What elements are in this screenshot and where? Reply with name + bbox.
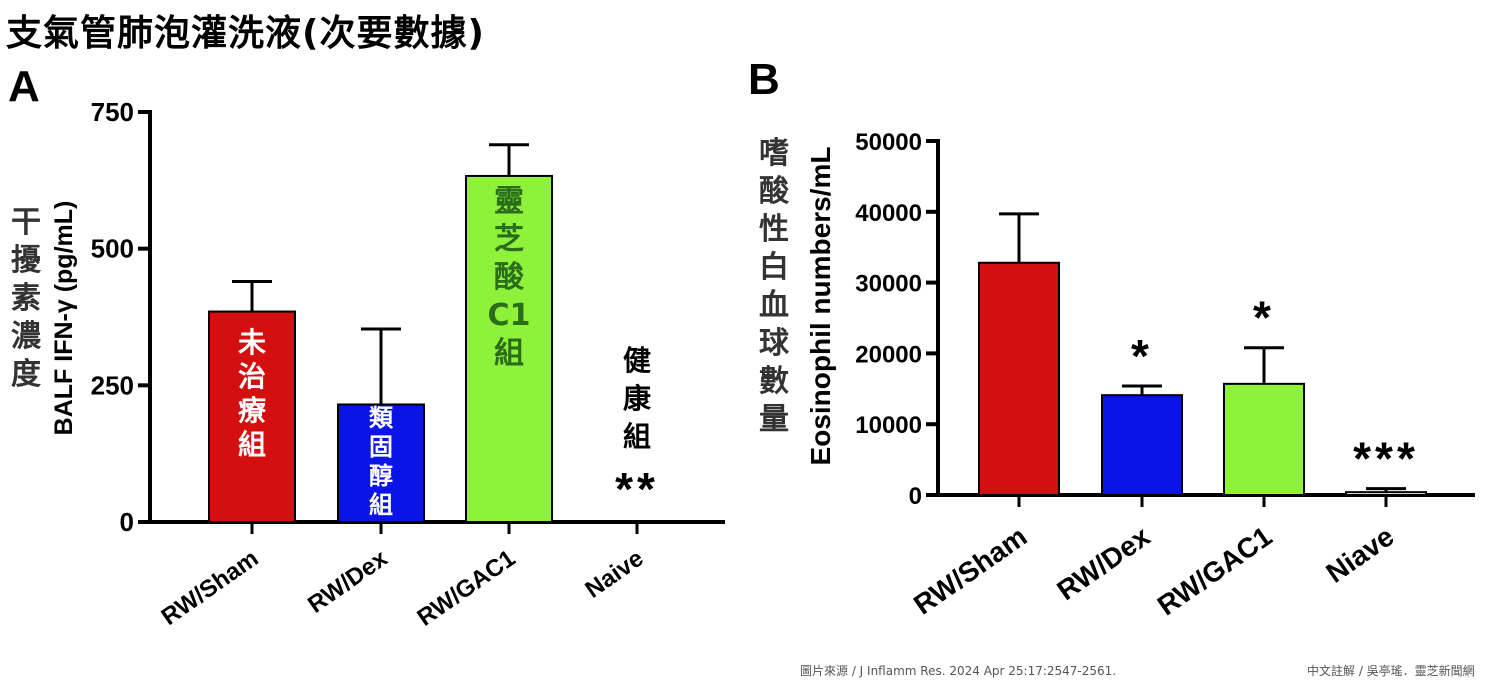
x-tick-label: Niave: [1320, 521, 1399, 589]
bar: [1345, 491, 1427, 496]
y-tick-label: 0: [120, 507, 134, 537]
y-axis-label-cn: 數: [759, 364, 789, 399]
bar: [337, 403, 425, 524]
bar-label: 酸: [494, 260, 525, 295]
y-tick-label: 10000: [855, 412, 922, 439]
significance-marker: **: [615, 463, 659, 515]
bar-label: 組: [238, 428, 266, 461]
bar: [1101, 394, 1183, 496]
bar-label: 芝: [494, 222, 524, 257]
significance-marker: *: [1131, 330, 1153, 382]
chart-b: 0 10000 20000 30000 40000 50000 Eosinophil num…: [759, 129, 1475, 622]
y-tick-label: 40000: [855, 200, 922, 227]
group-label: 健: [623, 344, 651, 377]
y-tick-label: 750: [91, 97, 134, 127]
y-axis-label-cn: 酸: [759, 174, 790, 209]
x-tick-label: RW/Dex: [303, 544, 393, 618]
bar: [208, 310, 296, 523]
y-axis-label-cn: 白: [759, 250, 789, 285]
y-axis-label: Eosinophil numbers/mL: [805, 147, 836, 466]
significance-marker: ***: [1353, 433, 1419, 485]
source-caption: 圖片來源 / J Inflamm Res. 2024 Apr 25:17:254…: [800, 664, 1117, 678]
bar-label: 類: [369, 404, 394, 432]
y-axis-label-cn: 度: [11, 357, 41, 392]
bar-label: 組: [369, 491, 393, 519]
x-tick-label: RW/Sham: [157, 545, 264, 631]
y-axis-label-cn: 血: [759, 288, 789, 323]
x-tick-label: RW/Sham: [908, 521, 1032, 621]
y-tick-label: 0: [909, 483, 922, 510]
group-label: 組: [623, 420, 651, 453]
significance-marker: *: [1253, 292, 1275, 344]
y-axis-label-cn: 量: [759, 402, 789, 437]
y-tick-label: 20000: [855, 341, 922, 368]
y-axis-label-cn: 素: [11, 281, 41, 316]
y-tick-label: 500: [91, 234, 134, 264]
bar-label: C1: [488, 298, 531, 333]
y-axis-label-cn: 嗜: [759, 136, 789, 171]
y-axis-label-cn: 性: [759, 212, 789, 247]
bar-label: 未: [238, 326, 266, 359]
bar-label: 醇: [369, 462, 393, 490]
y-axis-label-cn: 球: [759, 326, 790, 361]
bar: [465, 174, 553, 524]
bar-label: 治: [238, 360, 266, 393]
x-tick-label: Naive: [580, 545, 648, 604]
x-tick-label: RW/GAC1: [412, 545, 520, 632]
bar-label: 靈: [494, 184, 524, 219]
bar-label: 療: [238, 394, 267, 427]
y-tick-label: 50000: [855, 129, 922, 156]
x-tick-label: RW/Dex: [1051, 520, 1155, 606]
credit-caption: 中文註解 / 吳亭瑤．靈芝新聞網: [1307, 664, 1475, 678]
y-tick-label: 250: [91, 370, 134, 400]
y-axis-label-cn: 擾: [11, 243, 42, 278]
group-label: 康: [623, 382, 652, 415]
y-axis-label-cn: 干: [11, 205, 41, 240]
page-title: 支氣管肺泡灌洗液(次要數據): [6, 13, 485, 54]
bar: [1223, 382, 1305, 496]
y-axis-label: BALF IFN-γ (pg/mL): [50, 201, 78, 436]
bar-label: 組: [494, 336, 524, 371]
y-tick-label: 30000: [855, 271, 922, 298]
x-tick-label: RW/GAC1: [1152, 521, 1278, 622]
panel-label-b: B: [748, 55, 780, 104]
bar-label: 固: [369, 433, 393, 461]
bar: [978, 261, 1060, 496]
panel-label-a: A: [8, 62, 40, 111]
y-axis-label-cn: 濃: [11, 319, 42, 354]
